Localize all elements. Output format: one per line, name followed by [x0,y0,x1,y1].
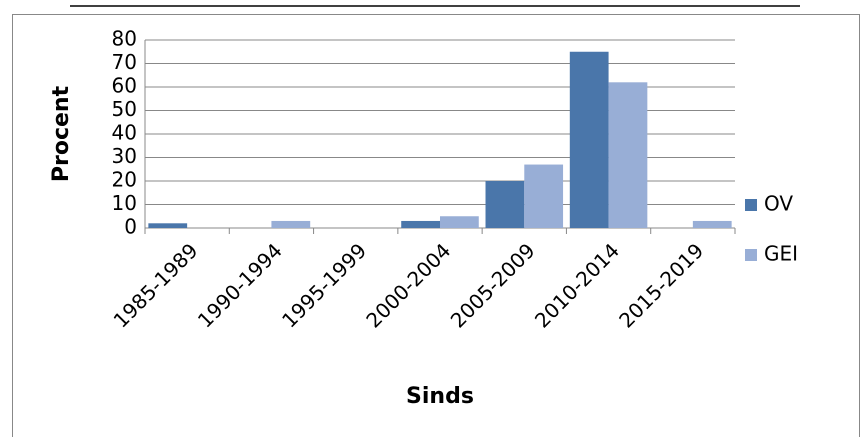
y-tick-label: 40 [112,121,137,145]
legend-swatch [745,249,757,261]
y-tick-label: 30 [112,144,137,168]
bar [148,223,188,228]
bar [692,220,732,228]
legend-label: OV [764,192,793,216]
bar [485,181,525,228]
y-tick-label: 10 [112,191,137,215]
y-tick-label: 50 [112,97,137,121]
bar [608,82,648,228]
y-tick-label: 0 [124,215,137,239]
y-tick-label: 60 [112,74,137,98]
y-tick-label: 20 [112,168,137,192]
x-tick-label: 1995-1999 [277,238,371,332]
x-axis-title: Sinds [406,384,474,409]
legend-swatch [745,199,757,211]
y-tick-label: 70 [112,50,137,74]
bar [271,220,311,228]
bar [569,51,609,228]
y-tick-label: 80 [112,27,137,51]
x-tick-label: 2010-2014 [530,238,624,332]
x-tick-label: 1985-1989 [109,238,203,332]
bar [524,164,564,228]
legend-label: GEI [764,242,798,266]
x-tick-label: 1990-1994 [193,238,287,332]
chart-border [12,14,860,437]
x-tick-label: 2015-2019 [614,238,708,332]
x-tick-label: 2005-2009 [446,238,540,332]
bar [440,216,479,228]
bar [401,220,440,228]
y-axis-title: Procent [49,85,74,182]
x-tick-label: 2000-2004 [361,238,455,332]
